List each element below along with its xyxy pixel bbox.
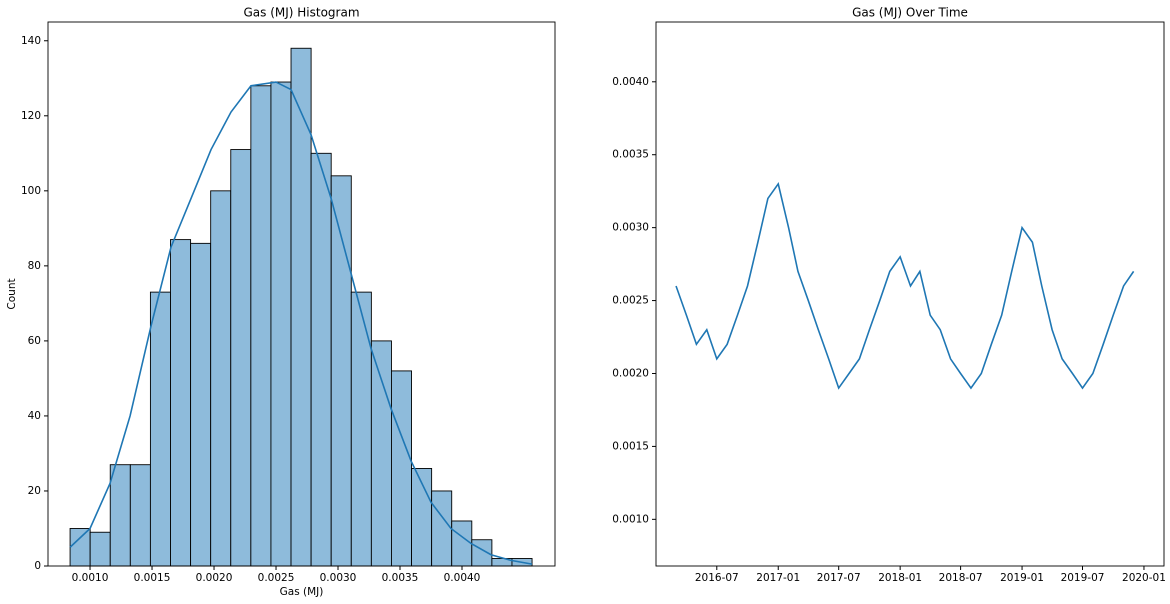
y-tick-label: 0.0040: [612, 76, 649, 88]
plot-frame: [47, 21, 556, 567]
x-tick-label: 0.0035: [382, 572, 419, 584]
histogram-bar: [310, 152, 332, 567]
y-tick-label: 0.0020: [612, 367, 649, 379]
x-tick-label: 0.0015: [134, 572, 171, 584]
histogram-bar: [230, 149, 252, 567]
histogram-bar: [149, 291, 171, 567]
y-tick-label: 0: [34, 560, 41, 572]
histogram-bar: [129, 464, 151, 567]
histogram-bar: [391, 370, 412, 567]
x-tick-label: 2019-01: [1000, 572, 1044, 584]
histogram-bar: [350, 291, 372, 567]
x-tick-label: 0.0030: [320, 572, 357, 584]
y-tick-label: 0.0015: [612, 440, 649, 452]
kde-line: [69, 81, 533, 565]
x-tick-label: 2017-07: [817, 572, 861, 584]
x-axis-label: Gas (MJ): [280, 586, 324, 598]
histogram-bar: [170, 239, 192, 567]
x-tick-label: 2016-07: [695, 572, 739, 584]
y-tick-label: 140: [21, 35, 41, 47]
y-tick-label: 40: [28, 410, 41, 422]
x-tick-label: 2018-07: [939, 572, 983, 584]
histogram-bar: [89, 531, 111, 567]
histogram-bar: [69, 528, 91, 567]
histogram-bar: [451, 520, 473, 567]
x-tick-label: 0.0020: [196, 572, 233, 584]
y-tick-label: 20: [28, 485, 41, 497]
y-tick-label: 120: [21, 110, 41, 122]
line: [675, 181, 1135, 390]
histogram-bar: [109, 464, 131, 567]
histogram-bar: [210, 190, 232, 567]
y-tick-label: 0.0025: [612, 295, 649, 307]
x-tick-label: 0.0025: [258, 572, 295, 584]
y-tick-label: 0.0010: [612, 513, 649, 525]
histogram-bar: [250, 85, 272, 567]
x-tick-label: 0.0040: [444, 572, 481, 584]
plot-frame: [655, 21, 1165, 567]
x-tick-label: 2017-01: [756, 572, 800, 584]
chart-title: Gas (MJ) Histogram: [243, 6, 359, 20]
histogram-bar: [290, 47, 312, 567]
chart-title: Gas (MJ) Over Time: [852, 6, 968, 20]
y-tick-label: 100: [21, 185, 41, 197]
x-tick-label: 2020-01: [1122, 572, 1166, 584]
x-tick-label: 0.0010: [72, 572, 109, 584]
y-axis-label: Count: [6, 278, 18, 309]
y-tick-label: 80: [28, 260, 41, 272]
y-tick-label: 0.0030: [612, 222, 649, 234]
x-tick-label: 2019-07: [1061, 572, 1105, 584]
x-tick-label: 2018-01: [878, 572, 922, 584]
y-tick-label: 60: [28, 335, 41, 347]
histogram-bar: [270, 81, 292, 567]
y-tick-label: 0.0035: [612, 149, 649, 161]
histogram-bar: [190, 242, 212, 567]
histogram-bar: [431, 490, 453, 567]
histogram-bar: [370, 340, 392, 567]
